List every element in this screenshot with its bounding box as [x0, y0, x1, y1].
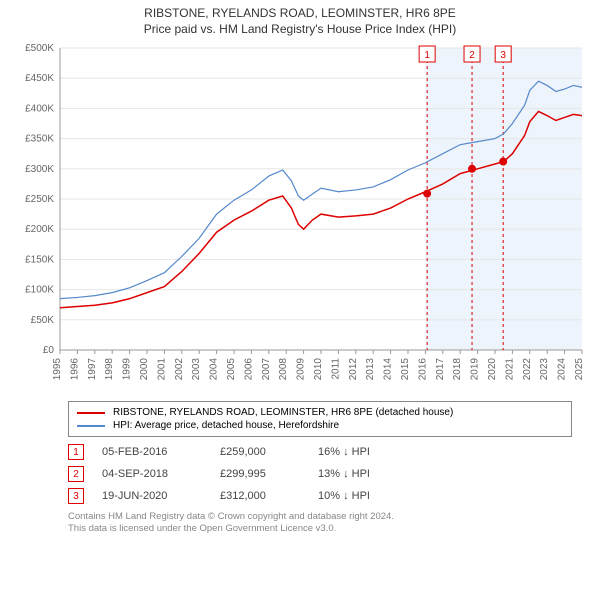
svg-text:£350K: £350K	[25, 134, 54, 145]
svg-text:2002: 2002	[174, 358, 185, 381]
event-delta: 13% ↓ HPI	[318, 468, 370, 480]
chart-title-sub: Price paid vs. HM Land Registry's House …	[10, 22, 590, 36]
svg-text:2011: 2011	[330, 358, 341, 380]
legend: RIBSTONE, RYELANDS ROAD, LEOMINSTER, HR6…	[68, 401, 572, 437]
price-chart: £0 £50K £100K £150K £200K £250K £300K £350K £400…	[10, 40, 590, 390]
svg-text:2020: 2020	[487, 358, 498, 381]
svg-text:£250K: £250K	[25, 194, 54, 205]
svg-text:2010: 2010	[313, 358, 324, 381]
svg-text:£400K: £400K	[25, 103, 54, 114]
event-delta: 16% ↓ HPI	[318, 446, 370, 458]
svg-text:£500K: £500K	[25, 43, 54, 54]
event-row: 3 19-JUN-2020 £312,000 10% ↓ HPI	[68, 485, 572, 507]
svg-text:2007: 2007	[261, 358, 272, 381]
event-date: 05-FEB-2016	[102, 446, 202, 458]
svg-text:2000: 2000	[139, 358, 150, 381]
event-marker-icon: 3	[68, 488, 84, 504]
svg-text:2016: 2016	[417, 358, 428, 381]
event-marker-icon: 1	[68, 444, 84, 460]
svg-text:2004: 2004	[209, 358, 220, 381]
event-delta: 10% ↓ HPI	[318, 490, 370, 502]
svg-text:2019: 2019	[470, 358, 481, 381]
event-marker-icon: 2	[68, 466, 84, 482]
svg-text:2006: 2006	[243, 358, 254, 381]
legend-swatch-ribstone	[77, 412, 105, 414]
svg-text:£450K: £450K	[25, 73, 54, 84]
svg-text:£100K: £100K	[25, 285, 54, 296]
event-price: £299,995	[220, 468, 300, 480]
svg-text:1996: 1996	[69, 358, 80, 381]
svg-text:1999: 1999	[122, 358, 133, 381]
svg-text:2021: 2021	[504, 358, 515, 381]
legend-row-ribstone: RIBSTONE, RYELANDS ROAD, LEOMINSTER, HR6…	[77, 406, 563, 419]
svg-text:2014: 2014	[383, 358, 394, 381]
event-price: £312,000	[220, 490, 300, 502]
svg-text:£150K: £150K	[25, 254, 54, 265]
svg-text:2003: 2003	[191, 358, 202, 381]
svg-text:2015: 2015	[400, 358, 411, 381]
svg-text:2023: 2023	[539, 358, 550, 381]
footer-line2: This data is licensed under the Open Gov…	[68, 523, 572, 535]
legend-label-hpi: HPI: Average price, detached house, Here…	[113, 420, 339, 431]
svg-text:£300K: £300K	[25, 164, 54, 175]
svg-text:£0: £0	[43, 345, 55, 356]
events-list: 1 05-FEB-2016 £259,000 16% ↓ HPI 2 04-SEP-201…	[68, 441, 572, 507]
event-price: £259,000	[220, 446, 300, 458]
svg-text:2013: 2013	[365, 358, 376, 381]
svg-text:1: 1	[424, 50, 430, 61]
svg-text:1998: 1998	[104, 358, 115, 381]
svg-text:2025: 2025	[574, 358, 585, 381]
svg-text:2018: 2018	[452, 358, 463, 381]
footer-attribution: Contains HM Land Registry data © Crown c…	[68, 511, 572, 536]
svg-text:2022: 2022	[522, 358, 533, 381]
legend-row-hpi: HPI: Average price, detached house, Here…	[77, 419, 563, 432]
svg-text:3: 3	[500, 50, 506, 61]
svg-text:1995: 1995	[52, 358, 63, 381]
legend-label-ribstone: RIBSTONE, RYELANDS ROAD, LEOMINSTER, HR6…	[113, 407, 453, 418]
svg-text:2: 2	[469, 50, 475, 61]
event-date: 04-SEP-2018	[102, 468, 202, 480]
chart-title-address: RIBSTONE, RYELANDS ROAD, LEOMINSTER, HR6…	[10, 6, 590, 20]
svg-text:1997: 1997	[87, 358, 98, 381]
event-row: 1 05-FEB-2016 £259,000 16% ↓ HPI	[68, 441, 572, 463]
legend-swatch-hpi	[77, 425, 105, 427]
svg-text:2012: 2012	[348, 358, 359, 381]
event-date: 19-JUN-2020	[102, 490, 202, 502]
svg-text:£200K: £200K	[25, 224, 54, 235]
event-row: 2 04-SEP-2018 £299,995 13% ↓ HPI	[68, 463, 572, 485]
svg-text:2017: 2017	[435, 358, 446, 381]
svg-text:2024: 2024	[557, 358, 568, 381]
footer-line1: Contains HM Land Registry data © Crown c…	[68, 511, 572, 523]
svg-text:2008: 2008	[278, 358, 289, 381]
svg-text:2005: 2005	[226, 358, 237, 381]
svg-text:2009: 2009	[296, 358, 307, 381]
svg-text:2001: 2001	[156, 358, 167, 381]
svg-text:£50K: £50K	[31, 315, 55, 326]
